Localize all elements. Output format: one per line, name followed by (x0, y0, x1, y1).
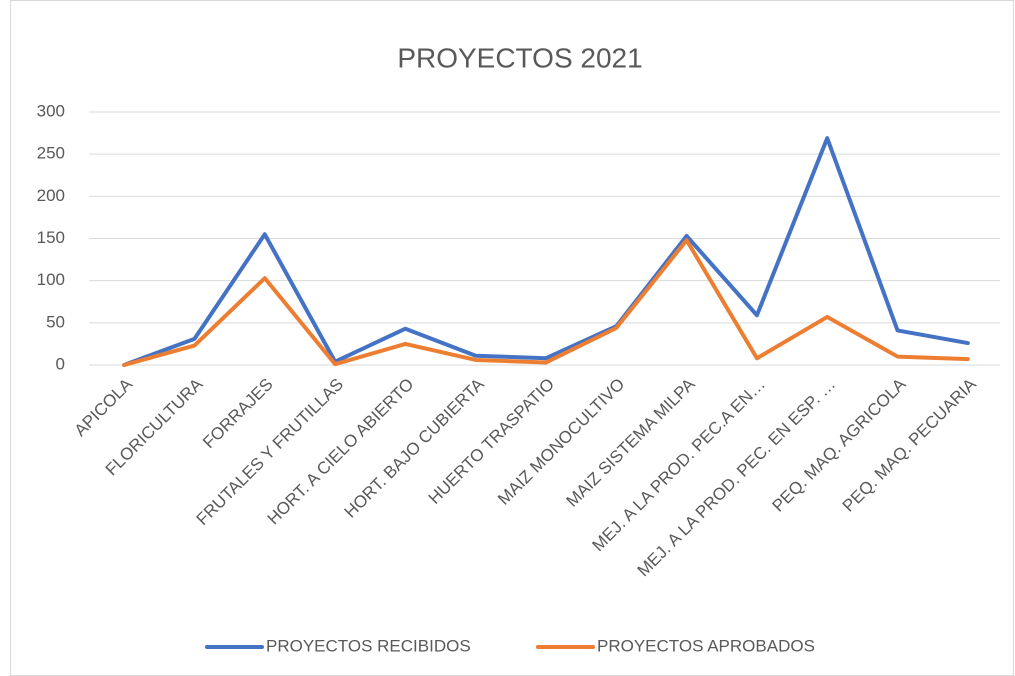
y-tick-label: 50 (46, 312, 65, 331)
chart-frame (10, 0, 1014, 676)
y-tick-label: 0 (56, 354, 65, 373)
series-line (122, 136, 970, 367)
y-tick-label: 200 (37, 186, 65, 205)
y-tick-label: 150 (37, 228, 65, 247)
legend-label: PROYECTOS RECIBIDOS (266, 636, 471, 655)
y-tick-label: 100 (37, 270, 65, 289)
series-line (122, 238, 970, 367)
y-tick-label: 250 (37, 144, 65, 163)
y-tick-label: 300 (37, 101, 65, 120)
chart-title: PROYECTOS 2021 (397, 42, 642, 73)
legend-label: PROYECTOS APROBADOS (597, 636, 815, 655)
